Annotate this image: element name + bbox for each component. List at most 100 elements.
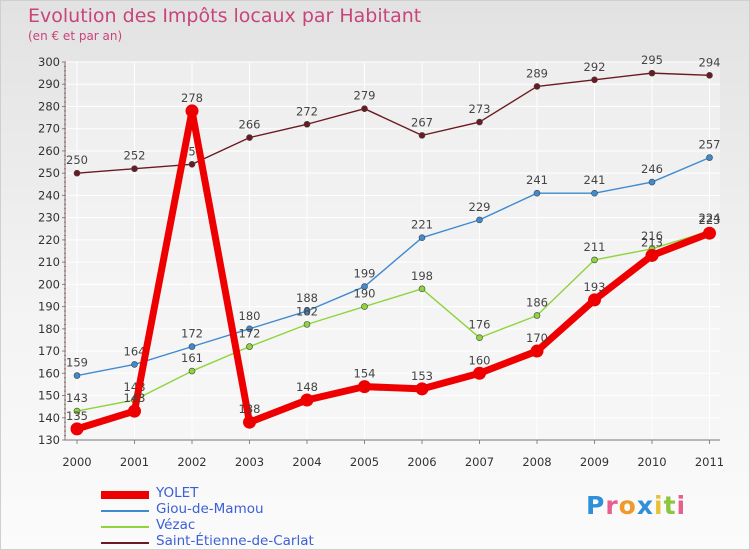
data-point-yolet <box>128 404 141 418</box>
series-line-vezac <box>76 230 711 412</box>
legend-swatch <box>101 526 149 528</box>
data-point-saint-etienne-de-carlat <box>418 132 426 139</box>
x-tick-label: 2009 <box>580 455 609 469</box>
legend-swatch <box>101 542 149 544</box>
data-point-saint-etienne-de-carlat <box>246 134 253 141</box>
y-tick-label: 160 <box>38 366 60 380</box>
data-label-giou-de-mamou: 241 <box>584 173 606 187</box>
data-label-saint-etienne-de-carlat: 295 <box>641 53 663 67</box>
legend-label: Vézac <box>156 517 196 533</box>
x-tick-label: 2006 <box>407 455 436 469</box>
data-label-yolet: 193 <box>584 280 606 294</box>
data-label-giou-de-mamou: 229 <box>469 200 491 214</box>
proxiti-logo: Proxiti <box>586 491 686 520</box>
data-point-vezac <box>476 334 483 342</box>
data-point-yolet <box>185 104 199 118</box>
logo-letter: o <box>618 491 637 520</box>
data-point-vezac <box>246 343 253 350</box>
y-tick-label: 300 <box>38 55 60 69</box>
data-point-yolet <box>588 293 601 307</box>
x-tick-label: 2001 <box>120 455 149 469</box>
y-tick-label: 180 <box>38 322 60 336</box>
data-label-vezac: 182 <box>296 304 318 318</box>
data-label-yolet: 170 <box>526 331 548 345</box>
data-point-yolet <box>645 248 659 262</box>
data-point-yolet <box>300 393 314 407</box>
data-label-vezac: 216 <box>641 229 663 243</box>
data-label-vezac: 211 <box>584 240 606 254</box>
data-label-saint-etienne-de-carlat: 266 <box>239 118 261 132</box>
data-label-yolet: 160 <box>469 353 491 367</box>
series-line-yolet <box>73 107 713 433</box>
logo-letter: i <box>654 491 664 520</box>
data-point-vezac <box>591 256 598 264</box>
data-point-saint-etienne-de-carlat <box>361 105 368 112</box>
data-label-giou-de-mamou: 172 <box>181 327 203 341</box>
data-point-saint-etienne-de-carlat <box>131 165 138 173</box>
legend-swatch <box>101 510 149 512</box>
x-tick-label: 2005 <box>350 455 379 469</box>
logo-letter: P <box>586 491 606 520</box>
data-label-saint-etienne-de-carlat: 273 <box>469 102 491 116</box>
data-point-yolet <box>358 380 371 394</box>
data-label-yolet: 223 <box>699 213 721 227</box>
data-point-yolet <box>530 344 544 358</box>
y-tick-label: 150 <box>38 389 60 403</box>
data-label-saint-etienne-de-carlat: 267 <box>411 115 433 129</box>
y-tick-label: 200 <box>38 277 60 291</box>
x-tick-label: 2008 <box>522 455 551 469</box>
y-tick-label: 270 <box>38 122 60 136</box>
chart-title: Evolution des Impôts locaux par Habitant <box>28 5 422 27</box>
data-point-giou-de-mamou <box>361 283 368 290</box>
data-point-saint-etienne-de-carlat <box>476 118 483 126</box>
data-label-yolet: 143 <box>124 391 146 405</box>
y-tick-label: 170 <box>38 344 60 358</box>
data-label-vezac: 198 <box>411 269 433 283</box>
data-point-saint-etienne-de-carlat <box>533 83 541 90</box>
data-point-vezac <box>418 285 426 293</box>
legend-label: YOLET <box>156 485 199 501</box>
y-tick-label: 140 <box>38 411 60 425</box>
data-point-yolet <box>415 382 429 396</box>
data-label-vezac: 186 <box>526 295 548 309</box>
data-label-saint-etienne-de-carlat: 252 <box>124 149 146 163</box>
data-point-saint-etienne-de-carlat <box>591 76 598 84</box>
logo-letter: t <box>663 491 677 520</box>
data-point-saint-etienne-de-carlat <box>188 160 196 168</box>
data-point-giou-de-mamou <box>246 325 253 333</box>
y-tick-label: 260 <box>38 144 60 158</box>
data-label-vezac: 190 <box>354 287 376 301</box>
data-point-giou-de-mamou <box>188 343 196 350</box>
data-label-saint-etienne-de-carlat: 289 <box>526 66 548 80</box>
x-tick-label: 2002 <box>177 455 206 469</box>
y-tick-label: 240 <box>38 188 60 202</box>
data-label-giou-de-mamou: 159 <box>66 356 88 370</box>
data-label-giou-de-mamou: 199 <box>354 267 376 281</box>
data-point-giou-de-mamou <box>131 361 138 368</box>
x-tick-label: 2003 <box>235 455 264 469</box>
y-tick-label: 230 <box>38 211 60 225</box>
data-point-vezac <box>73 407 81 415</box>
data-point-yolet <box>70 422 84 436</box>
data-label-yolet: 153 <box>411 369 433 383</box>
series-line-giou-de-mamou <box>76 156 711 377</box>
data-label-saint-etienne-de-carlat: 294 <box>699 55 721 69</box>
data-label-yolet: 135 <box>66 409 88 423</box>
data-point-giou-de-mamou <box>303 307 311 315</box>
data-point-giou-de-mamou <box>418 234 426 241</box>
x-tick-label: 2010 <box>637 455 666 469</box>
data-label-vezac: 224 <box>699 211 721 225</box>
data-point-saint-etienne-de-carlat <box>303 120 311 128</box>
data-point-saint-etienne-de-carlat <box>706 72 713 79</box>
legend-label: Giou-de-Mamou <box>156 501 264 517</box>
plot-area <box>65 62 720 440</box>
data-label-yolet: 154 <box>354 367 376 381</box>
data-point-giou-de-mamou <box>648 178 656 186</box>
data-label-saint-etienne-de-carlat: 250 <box>66 153 88 167</box>
data-point-vezac <box>303 321 311 328</box>
x-tick-label: 2007 <box>465 455 494 469</box>
data-label-giou-de-mamou: 164 <box>124 344 146 358</box>
data-label-saint-etienne-de-carlat: 279 <box>354 89 376 103</box>
data-label-yolet: 138 <box>239 402 261 416</box>
